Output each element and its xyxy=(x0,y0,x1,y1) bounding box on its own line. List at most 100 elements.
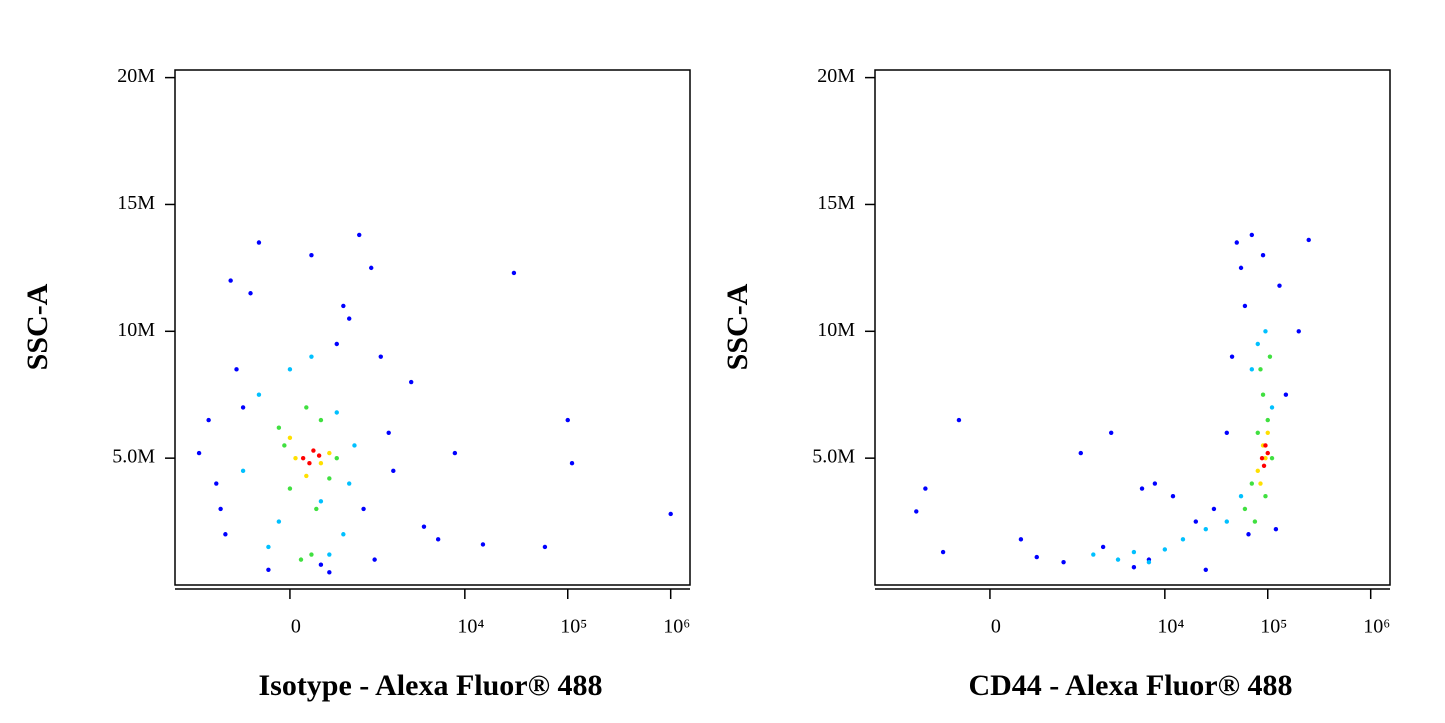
event-dot xyxy=(386,430,391,435)
event-dot xyxy=(266,567,271,572)
event-dot xyxy=(1269,405,1275,410)
event-dot xyxy=(318,461,324,466)
x-tick-label: 0 xyxy=(291,616,301,638)
event-dot xyxy=(1162,547,1168,552)
event-dot xyxy=(1246,532,1251,537)
event-dot xyxy=(1131,549,1137,555)
event-dot xyxy=(1249,232,1255,238)
event-dot xyxy=(311,448,316,453)
event-dot xyxy=(511,270,517,276)
event-dot xyxy=(1265,450,1270,456)
event-dot xyxy=(327,476,332,481)
event-dot xyxy=(1283,392,1289,397)
event-dot xyxy=(1078,450,1083,456)
event-dot xyxy=(1034,554,1039,560)
x-tick-label: 0 xyxy=(991,616,1001,638)
x-tick-label: 10⁶ xyxy=(663,616,690,638)
event-dot xyxy=(327,450,332,456)
event-dot xyxy=(1131,565,1137,570)
event-dot xyxy=(309,354,314,359)
event-dot xyxy=(1258,481,1263,486)
event-dot xyxy=(940,549,946,555)
event-dot xyxy=(1261,463,1267,468)
event-dot xyxy=(307,461,312,466)
y-axis-title: SSC-A xyxy=(721,283,754,370)
event-dot xyxy=(956,417,962,423)
event-dot xyxy=(234,367,239,372)
event-dot xyxy=(1252,519,1258,524)
y-tick-label: 5.0M xyxy=(812,446,855,468)
event-dot xyxy=(361,506,366,512)
y-tick-label: 5.0M xyxy=(112,446,155,468)
event-dot xyxy=(1277,283,1282,288)
event-dot xyxy=(372,557,377,562)
event-dot xyxy=(256,240,262,245)
event-dot xyxy=(223,532,228,537)
y-axis-title: SSC-A xyxy=(21,283,54,370)
event-dot xyxy=(378,354,383,359)
event-dot xyxy=(480,542,486,547)
event-dot xyxy=(1249,367,1255,372)
event-dot xyxy=(309,552,314,557)
event-dot xyxy=(1091,552,1096,557)
x-tick-label: 10⁶ xyxy=(1363,616,1390,638)
event-dot xyxy=(341,532,346,537)
event-dot xyxy=(282,443,287,448)
event-dot xyxy=(1203,526,1208,532)
event-dot xyxy=(408,379,414,385)
event-dot xyxy=(287,435,293,441)
event-dot xyxy=(304,405,309,410)
event-dot xyxy=(256,392,262,397)
event-dot xyxy=(248,291,253,296)
event-dot xyxy=(1255,341,1260,347)
plot-frame xyxy=(174,69,691,586)
event-dot xyxy=(1224,430,1229,435)
event-dot xyxy=(923,486,928,491)
event-dot xyxy=(276,519,282,524)
event-dot xyxy=(341,303,346,309)
event-dot xyxy=(1306,237,1311,243)
event-dot xyxy=(1263,443,1268,448)
event-dot xyxy=(1259,455,1265,461)
event-dot xyxy=(1108,430,1114,435)
event-dot xyxy=(1152,481,1158,486)
y-tick-label: 20M xyxy=(817,65,855,87)
event-dot xyxy=(1263,455,1268,461)
event-dot xyxy=(1238,494,1244,499)
x-tick-label: 10⁵ xyxy=(1260,616,1287,638)
event-dot xyxy=(1170,494,1176,499)
event-dot xyxy=(1260,252,1266,258)
event-dot xyxy=(1061,559,1066,565)
event-dot xyxy=(293,455,298,461)
y-tick-label: 15M xyxy=(817,192,855,214)
event-dot xyxy=(452,450,458,456)
event-dot xyxy=(327,570,332,575)
event-dot xyxy=(334,410,339,415)
event-dot xyxy=(1269,455,1275,461)
event-dot xyxy=(304,473,309,479)
event-dot xyxy=(1265,430,1270,435)
x-tick-label: 10⁴ xyxy=(457,616,484,638)
event-dot xyxy=(314,506,319,512)
event-dot xyxy=(196,450,202,456)
event-dot xyxy=(1255,430,1260,435)
event-dot xyxy=(668,511,673,517)
event-dot xyxy=(214,481,219,486)
event-dot xyxy=(316,453,322,458)
plot-frame xyxy=(874,69,1391,586)
event-dot xyxy=(276,425,282,430)
x-tick-label: 10⁵ xyxy=(560,616,587,638)
event-dot xyxy=(334,455,339,461)
event-dot xyxy=(318,562,324,567)
event-dot xyxy=(309,252,314,258)
x-tick-label: 10⁴ xyxy=(1157,616,1184,638)
event-dot xyxy=(318,499,324,504)
event-dot xyxy=(1211,506,1217,512)
event-dot xyxy=(1193,519,1199,524)
event-dot xyxy=(240,405,246,410)
event-dot xyxy=(1203,567,1208,572)
event-dot xyxy=(266,544,271,550)
event-dot xyxy=(1255,468,1260,474)
event-dot xyxy=(334,341,339,347)
